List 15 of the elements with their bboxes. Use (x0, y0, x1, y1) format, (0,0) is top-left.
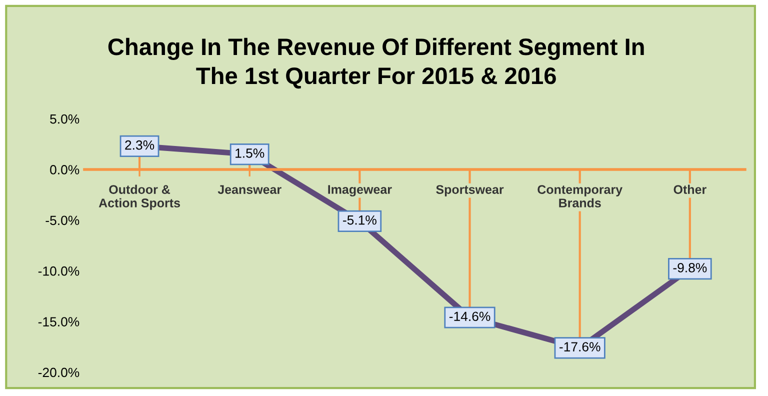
y-tick-label: 5.0% (50, 114, 80, 124)
x-tick-label: Outdoor & Action Sports (98, 184, 180, 210)
y-tick-label: -10.0% (38, 266, 80, 276)
x-tick-label: Other (674, 184, 706, 194)
x-tick-label: Imagewear (328, 185, 392, 196)
x-tick-label: Sportswear (436, 185, 504, 196)
y-tick-label: -20.0% (38, 368, 80, 378)
y-tick-label: -15.0% (38, 317, 80, 326)
x-tick-label: Contemporary Brands (538, 185, 622, 208)
y-tick-label: -5.0% (46, 216, 80, 226)
data-label: -17.6% (560, 342, 600, 352)
data-label: -14.6% (449, 312, 490, 322)
y-tick-label: 0.0% (50, 165, 80, 174)
chart-title: Change In The Revenue Of Different Segment In The 1st Quarter For 2015 & 2016 (108, 38, 644, 89)
x-tick-label: Jeanswear (218, 185, 282, 194)
